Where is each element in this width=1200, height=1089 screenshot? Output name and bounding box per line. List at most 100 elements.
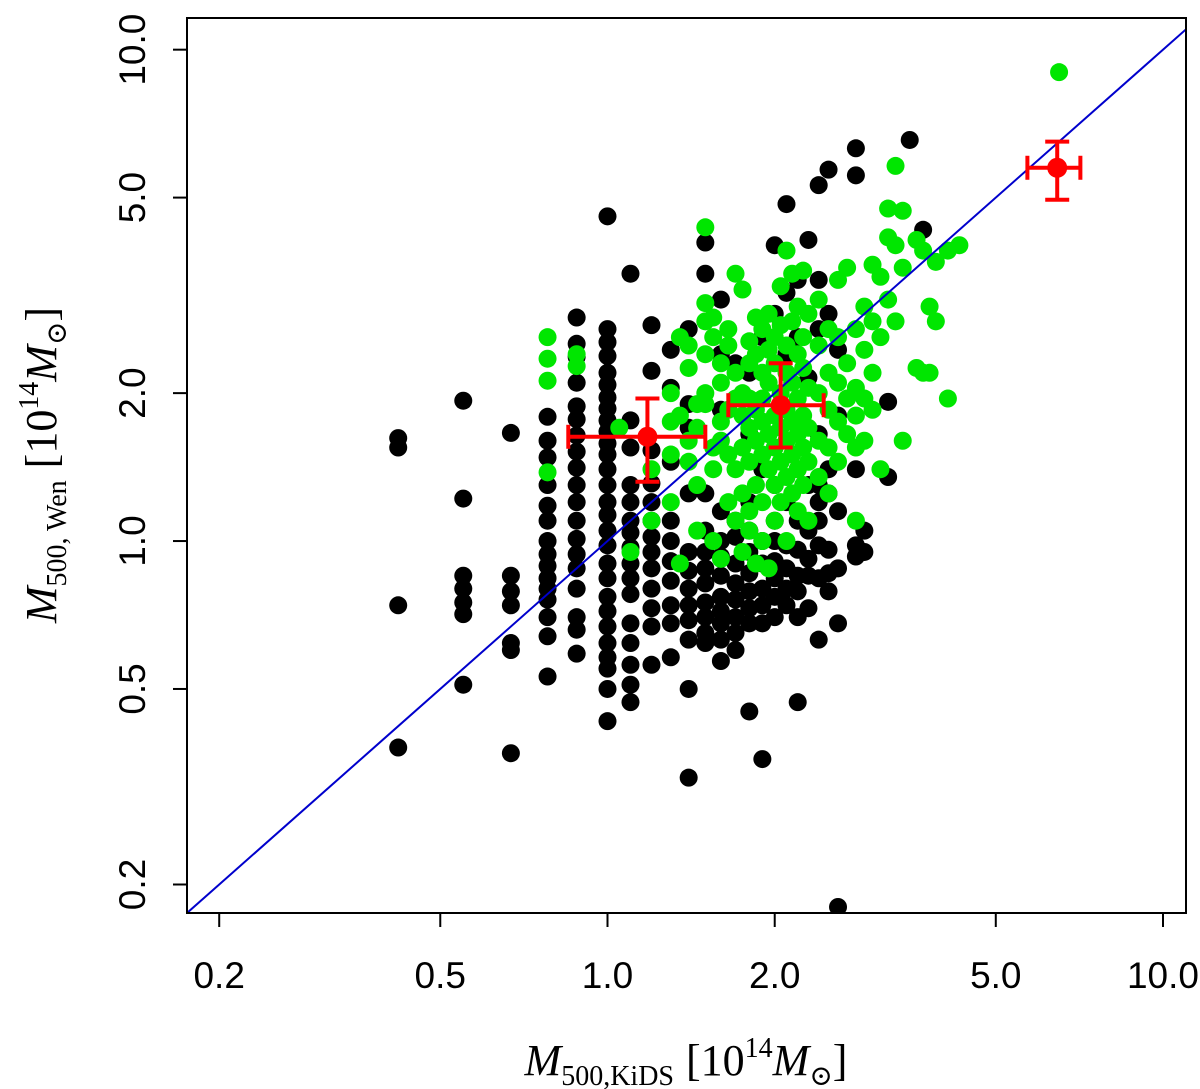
black-point xyxy=(661,596,680,615)
black-point xyxy=(389,438,408,457)
green-point xyxy=(846,511,865,530)
black-point xyxy=(598,347,617,366)
green-point xyxy=(661,445,680,464)
green-point xyxy=(893,431,912,450)
green-point xyxy=(920,297,939,316)
black-point xyxy=(726,608,745,627)
x-tick-label: 0.2 xyxy=(193,955,244,996)
black-point xyxy=(696,634,715,653)
black-point xyxy=(777,195,796,214)
y-axis-label: M500, Wen[1014M⊙] xyxy=(14,307,73,624)
green-point xyxy=(838,354,857,373)
green-point xyxy=(794,438,813,457)
black-point xyxy=(454,579,473,598)
green-point xyxy=(753,493,772,512)
black-point xyxy=(661,571,680,590)
green-point xyxy=(783,373,802,392)
green-point xyxy=(938,389,957,408)
black-point xyxy=(900,130,919,149)
green-point xyxy=(679,358,698,377)
black-point xyxy=(538,627,557,646)
binned-point xyxy=(637,426,658,447)
green-point xyxy=(753,532,772,551)
green-point xyxy=(809,468,828,487)
black-point xyxy=(696,264,715,283)
black-point xyxy=(642,316,661,335)
black-point xyxy=(661,340,680,359)
green-point xyxy=(679,336,698,355)
y-tick-label: 0.5 xyxy=(112,663,153,714)
green-point xyxy=(704,460,723,479)
green-point xyxy=(829,412,848,431)
black-point xyxy=(621,438,640,457)
black-point xyxy=(679,679,698,698)
black-point xyxy=(538,590,557,609)
black-point xyxy=(661,511,680,530)
black-point xyxy=(538,496,557,515)
green-point xyxy=(879,199,898,218)
x-tick-label: 1.0 xyxy=(582,955,633,996)
black-point xyxy=(879,392,898,411)
black-point xyxy=(740,702,759,721)
green-point xyxy=(799,304,818,323)
green-point xyxy=(863,312,882,331)
green-point xyxy=(538,463,557,482)
green-point xyxy=(863,363,882,382)
y-tick-label: 1.0 xyxy=(112,515,153,566)
green-point xyxy=(846,406,865,425)
green-point xyxy=(711,549,730,568)
black-point xyxy=(567,442,586,461)
black-point xyxy=(661,648,680,667)
black-point xyxy=(829,502,848,521)
green-point xyxy=(771,277,790,296)
black-point xyxy=(711,566,730,585)
green-point xyxy=(886,236,905,255)
y-tick-label: 5.0 xyxy=(112,172,153,223)
green-point xyxy=(567,357,586,376)
black-point xyxy=(598,505,617,524)
black-point xyxy=(621,264,640,283)
black-point xyxy=(598,712,617,731)
green-point xyxy=(777,241,796,260)
black-point xyxy=(829,559,848,578)
black-point xyxy=(538,476,557,495)
black-point xyxy=(819,582,838,601)
green-point xyxy=(777,532,796,551)
green-point xyxy=(538,349,557,368)
green-point xyxy=(642,511,661,530)
black-point xyxy=(389,596,408,615)
green-point xyxy=(719,320,738,339)
green-point xyxy=(799,418,818,437)
green-point xyxy=(733,438,752,457)
black-point xyxy=(642,617,661,636)
green-point xyxy=(696,218,715,237)
green-point xyxy=(704,328,723,347)
y-tick-label: 10.0 xyxy=(112,14,153,86)
tick-layer: 0.2 0.5 1.0 2.0 5.0 10.0 0.2 0.5 1.0 2.0 5.0 10.0 xyxy=(112,14,1199,996)
green-point xyxy=(726,363,745,382)
green-point xyxy=(719,493,738,512)
black-point xyxy=(567,511,586,530)
binned-point xyxy=(770,395,791,416)
green-point xyxy=(886,312,905,331)
black-point xyxy=(621,655,640,674)
black-point xyxy=(501,582,520,601)
green-point xyxy=(610,418,629,437)
black-point xyxy=(598,587,617,606)
green-point xyxy=(893,201,912,220)
black-point xyxy=(454,489,473,508)
green-point xyxy=(538,371,557,390)
green-point xyxy=(711,373,730,392)
black-point xyxy=(501,596,520,615)
black-point xyxy=(598,375,617,394)
black-point xyxy=(726,623,745,642)
black-point xyxy=(538,667,557,686)
green-point xyxy=(661,493,680,512)
data-layer xyxy=(187,28,1186,913)
black-point xyxy=(598,320,617,339)
black-point xyxy=(621,675,640,694)
black-point xyxy=(598,460,617,479)
black-point xyxy=(642,542,661,561)
green-point xyxy=(819,484,838,503)
green-point xyxy=(794,328,813,347)
